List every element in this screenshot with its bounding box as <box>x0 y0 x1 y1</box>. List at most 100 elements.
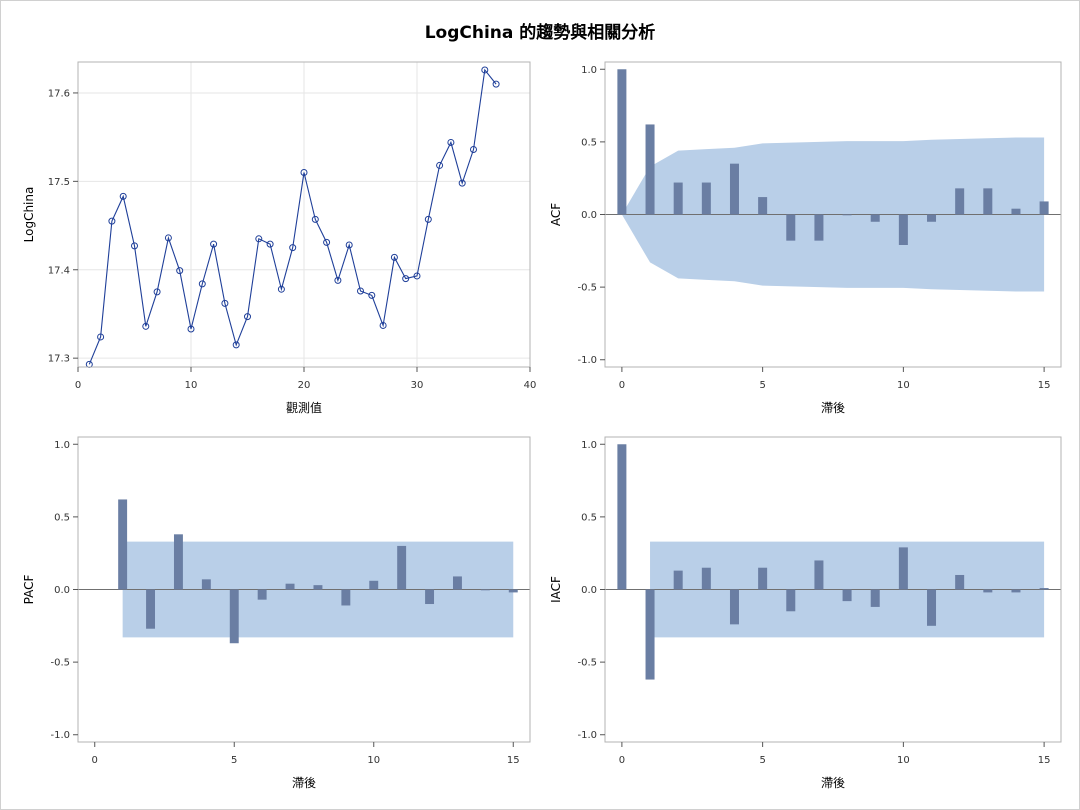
bar-lag-14 <box>480 589 490 591</box>
data-point <box>131 242 138 250</box>
bar-lag-7 <box>285 583 295 590</box>
x-tick-label: 5 <box>231 755 237 766</box>
bar-lag-12 <box>955 188 965 215</box>
data-point <box>289 244 297 252</box>
bar-lag-13 <box>983 589 993 593</box>
bar-lag-13 <box>452 576 462 590</box>
bar-lag-8 <box>842 214 852 216</box>
y-axis-label: IACF <box>549 576 563 603</box>
bar-lag-15 <box>1039 201 1049 215</box>
bar-lag-9 <box>870 589 880 607</box>
data-point <box>345 241 353 249</box>
y-tick-label: -0.5 <box>577 658 597 669</box>
y-tick-label: 17.5 <box>48 177 70 188</box>
y-tick-label: 1.0 <box>581 440 597 451</box>
data-point <box>164 234 172 242</box>
y-axis-label: LogChina <box>22 187 36 243</box>
y-tick-label: 0.5 <box>54 512 70 523</box>
data-point <box>390 253 398 261</box>
bar-lag-0 <box>617 444 627 590</box>
x-tick-label: 10 <box>185 380 198 391</box>
data-point <box>323 238 331 246</box>
bar-lag-14 <box>1011 589 1021 593</box>
y-tick-label: -0.5 <box>577 283 597 294</box>
x-axis-label: 滯後 <box>821 401 845 415</box>
data-point <box>492 80 500 88</box>
bar-lag-8 <box>313 585 323 590</box>
x-tick-label: 0 <box>619 755 625 766</box>
x-tick-label: 15 <box>507 755 520 766</box>
bar-lag-8 <box>842 589 852 602</box>
data-point <box>379 321 387 329</box>
y-axis-label: PACF <box>22 575 36 605</box>
data-point <box>277 285 285 293</box>
bar-lag-9 <box>870 214 880 222</box>
data-point <box>210 240 218 248</box>
y-tick-label: -1.0 <box>577 730 597 741</box>
bar-lag-2 <box>146 589 156 629</box>
x-tick-label: 0 <box>619 380 625 391</box>
bar-lag-15 <box>1039 588 1049 590</box>
data-point <box>97 333 105 341</box>
bar-lag-2 <box>673 182 683 215</box>
y-tick-label: -1.0 <box>577 355 597 366</box>
figure-title: LogChina 的趨勢與相關分析 <box>425 22 656 43</box>
data-point <box>187 325 195 333</box>
x-tick-label: 5 <box>759 380 765 391</box>
data-point <box>447 138 455 146</box>
bar-lag-14 <box>1011 208 1021 215</box>
bar-lag-12 <box>955 574 965 590</box>
data-point <box>311 215 319 223</box>
bar-lag-15 <box>508 589 518 593</box>
bar-lag-1 <box>118 499 128 590</box>
bar-lag-2 <box>673 570 683 590</box>
x-tick-label: 40 <box>524 380 537 391</box>
x-axis-label: 觀測值 <box>286 400 322 415</box>
iacf-panel: 0 5 10 15 -1.0 -0.5 0.0 0.5 1.0 滯後 IACF <box>549 436 1062 790</box>
bar-lag-9 <box>341 589 351 606</box>
data-point <box>368 291 376 299</box>
bar-lag-5 <box>229 589 239 644</box>
bar-lag-3 <box>173 534 183 590</box>
bar-lag-6 <box>786 589 796 612</box>
bar-lag-11 <box>927 214 937 222</box>
data-point <box>119 192 127 200</box>
x-axis-label: 滯後 <box>292 776 316 790</box>
bar-lag-12 <box>425 589 435 605</box>
y-tick-label: 17.4 <box>48 265 70 276</box>
data-point <box>413 272 421 280</box>
pacf-panel: 0 5 10 15 -1.0 -0.5 0.0 0.5 1.0 滯後 PACF <box>22 436 531 790</box>
bar-lag-1 <box>645 124 655 215</box>
bar-lag-1 <box>645 589 655 680</box>
x-tick-label: 10 <box>897 380 910 391</box>
data-point <box>424 215 432 223</box>
data-point <box>481 66 489 74</box>
x-tick-label: 10 <box>897 755 910 766</box>
x-tick-label: 5 <box>759 755 765 766</box>
data-point <box>142 322 150 330</box>
bar-lag-6 <box>786 214 796 241</box>
data-point <box>470 146 477 154</box>
data-point <box>402 275 410 283</box>
y-tick-label: 17.3 <box>48 354 70 365</box>
y-tick-label: 1.0 <box>581 65 597 76</box>
bar-lag-5 <box>758 567 768 590</box>
bar-lag-13 <box>983 188 993 215</box>
bar-lag-6 <box>257 589 267 600</box>
data-point <box>300 169 308 177</box>
y-axis-label: ACF <box>549 203 563 226</box>
bar-lag-4 <box>729 163 739 215</box>
bar-lag-4 <box>201 579 211 590</box>
y-tick-label: 0.0 <box>581 210 597 221</box>
x-tick-label: 15 <box>1038 380 1051 391</box>
data-point <box>221 299 229 307</box>
data-point <box>198 280 206 288</box>
bar-lag-5 <box>758 197 768 215</box>
bar-lag-4 <box>729 589 739 625</box>
bar-lag-10 <box>898 547 908 590</box>
data-point <box>176 267 184 275</box>
x-tick-label: 0 <box>75 380 81 391</box>
data-point <box>244 313 251 321</box>
y-tick-label: 0.0 <box>54 585 70 596</box>
